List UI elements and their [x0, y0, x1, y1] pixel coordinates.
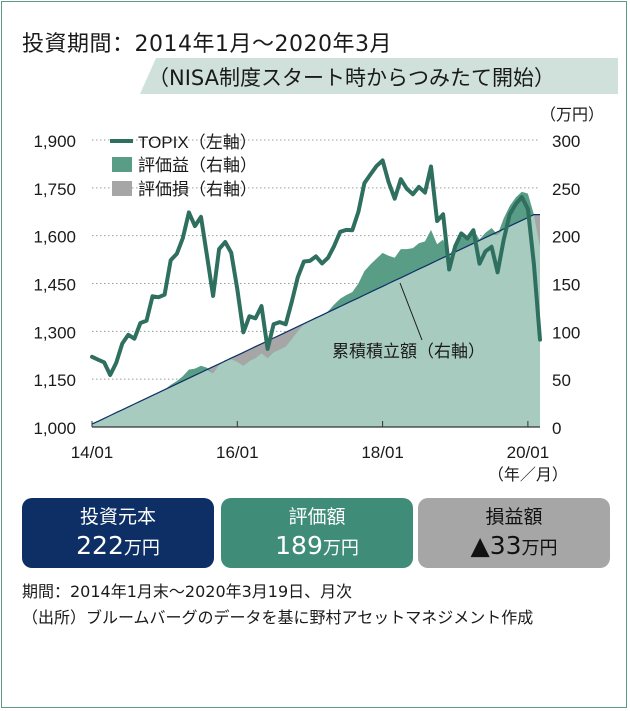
left-tick-label: 1,150	[33, 371, 76, 390]
left-tick-label: 1,600	[33, 228, 76, 247]
base-area	[92, 214, 540, 427]
left-tick-label: 1,750	[33, 180, 76, 199]
profit-loss-label: 損益額	[485, 506, 543, 528]
evaluation-value: 189	[275, 531, 323, 560]
right-tick-label: 200	[552, 228, 580, 247]
x-unit-label: （年／月）	[488, 466, 568, 484]
chart-title: 投資期間：2014年1月～2020年3月	[22, 32, 392, 57]
chart-subtitle: （NISA制度スタート時からつみたて開始）	[148, 66, 555, 90]
left-tick-label: 1,000	[33, 419, 76, 438]
evaluation-box: 評価額 189万円	[221, 498, 413, 568]
invest-principal-label: 投資元本	[79, 506, 156, 528]
profit-loss-box: 損益額 ▲33万円	[418, 498, 610, 568]
legend-gain-swatch	[112, 157, 132, 172]
right-tick-label: 250	[552, 180, 580, 199]
cumulative-line-layer	[91, 214, 540, 425]
x-tick-label: 20/01	[507, 443, 550, 462]
area-layers	[92, 191, 540, 427]
left-tick-label: 1,450	[33, 276, 76, 295]
right-tick-label: 0	[552, 419, 561, 438]
right-tick-label: 300	[552, 132, 580, 151]
legend: TOPIX（左軸） 評価益（右軸） 評価損（右軸）	[110, 133, 257, 199]
cumulative-annotation: 累積積立額（右軸）	[332, 342, 485, 361]
annotation-layer: 累積積立額（右軸）	[332, 282, 485, 361]
left-tick-label: 1,900	[33, 132, 76, 151]
profit-loss-value: ▲33	[470, 531, 522, 560]
topix-line-layer	[90, 158, 542, 377]
invest-principal-unit: 万円	[123, 538, 160, 559]
source-note: （出所）ブルームバーグのデータを基に野村アセットマネジメント作成	[22, 608, 534, 627]
period-note: 期間：2014年1月末～2020年3月19日、月次	[22, 582, 353, 601]
legend-gain-label: 評価益（右軸）	[138, 156, 257, 175]
invest-principal-box: 投資元本 222万円	[22, 498, 214, 568]
legend-loss-swatch	[112, 181, 132, 196]
x-tick-label: 16/01	[216, 443, 259, 462]
legend-topix-label: TOPIX（左軸）	[138, 133, 257, 152]
axes-layer: 1,000 0 1,150 50 1,300 100 1,450 150 1,600 200 1,7…	[33, 106, 604, 484]
x-tick-label: 18/01	[361, 443, 404, 462]
right-tick-label: 100	[552, 323, 580, 342]
left-tick-label: 1,300	[33, 323, 76, 342]
right-tick-label: 50	[552, 371, 571, 390]
profit-loss-unit: 万円	[521, 538, 558, 559]
annotation-leader	[399, 282, 423, 341]
topix-line	[90, 158, 542, 377]
right-axis-unit: （万円）	[540, 106, 604, 124]
right-tick-label: 150	[552, 276, 580, 295]
evaluation-label: 評価額	[288, 506, 346, 528]
legend-loss-label: 評価損（右軸）	[138, 180, 257, 199]
evaluation-unit: 万円	[322, 538, 359, 559]
cumulative-line	[91, 214, 540, 425]
x-tick-label: 14/01	[71, 443, 114, 462]
topix-chart: 1,000 0 1,150 50 1,300 100 1,450 150 1,600 200 1,7…	[33, 106, 604, 484]
invest-principal-value: 222	[76, 531, 124, 560]
subtitle-band	[140, 58, 618, 94]
